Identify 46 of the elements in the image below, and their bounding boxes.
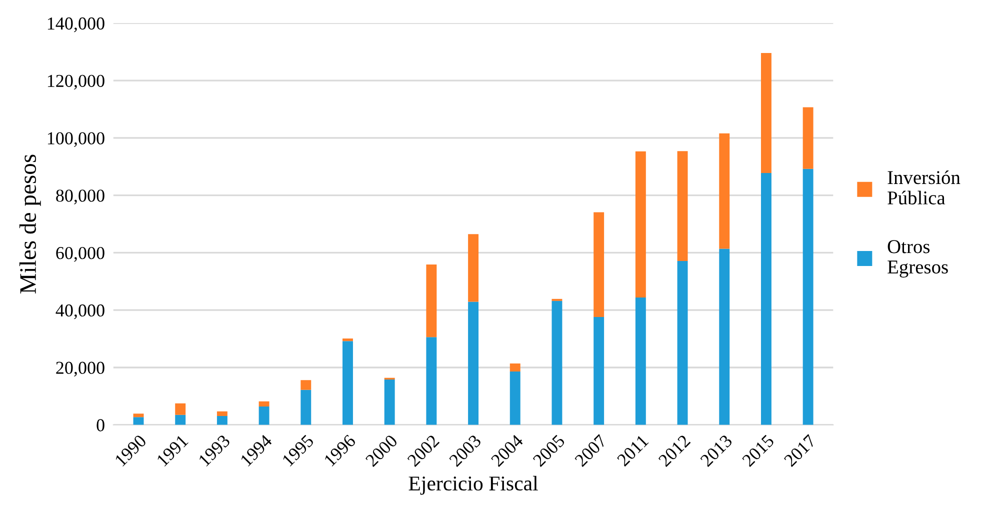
x-tick-label: 2011 bbox=[616, 434, 649, 467]
bar bbox=[258, 401, 270, 407]
bar bbox=[510, 363, 520, 372]
bar bbox=[802, 107, 814, 169]
bar bbox=[719, 133, 730, 249]
y-tick-label: 100,000 bbox=[48, 132, 104, 147]
bar bbox=[426, 337, 437, 425]
bar bbox=[760, 53, 772, 173]
bar bbox=[384, 380, 395, 425]
bar bbox=[175, 414, 186, 425]
y-axis-title: Miles de pesos bbox=[19, 154, 41, 294]
legend-label: Otros Egresos bbox=[888, 240, 948, 278]
bar bbox=[468, 234, 479, 302]
bar bbox=[258, 406, 270, 425]
bar bbox=[594, 316, 604, 425]
bar bbox=[342, 341, 353, 425]
bar bbox=[552, 300, 562, 425]
y-tick-label: 0 bbox=[96, 419, 104, 432]
legend-label: Inversión Pública bbox=[888, 170, 960, 204]
x-axis-title: Ejercicio Fiscal bbox=[408, 476, 538, 495]
x-tick-label: 1991 bbox=[156, 434, 189, 467]
y-tick-label: 20,000 bbox=[56, 362, 104, 377]
bar bbox=[677, 151, 688, 262]
bar bbox=[719, 248, 730, 425]
bar bbox=[342, 338, 353, 342]
bar bbox=[133, 417, 144, 425]
y-tick-label: 120,000 bbox=[48, 74, 104, 90]
bar bbox=[677, 261, 688, 425]
bar bbox=[175, 403, 186, 415]
y-tick-label: 40,000 bbox=[56, 304, 104, 320]
bar bbox=[426, 264, 437, 338]
bar bbox=[216, 411, 228, 416]
bar bbox=[133, 414, 144, 418]
bar bbox=[468, 302, 479, 425]
bar bbox=[594, 212, 604, 317]
y-tick-label: 60,000 bbox=[56, 246, 104, 262]
bar bbox=[300, 390, 312, 425]
y-tick-label: 140,000 bbox=[48, 17, 104, 32]
bar bbox=[802, 168, 814, 425]
bar bbox=[760, 172, 772, 425]
bar bbox=[300, 380, 312, 390]
y-tick-label: 80,000 bbox=[56, 190, 104, 204]
bar bbox=[635, 297, 646, 425]
bar bbox=[216, 416, 228, 425]
bar bbox=[635, 151, 646, 298]
bar bbox=[510, 372, 520, 425]
